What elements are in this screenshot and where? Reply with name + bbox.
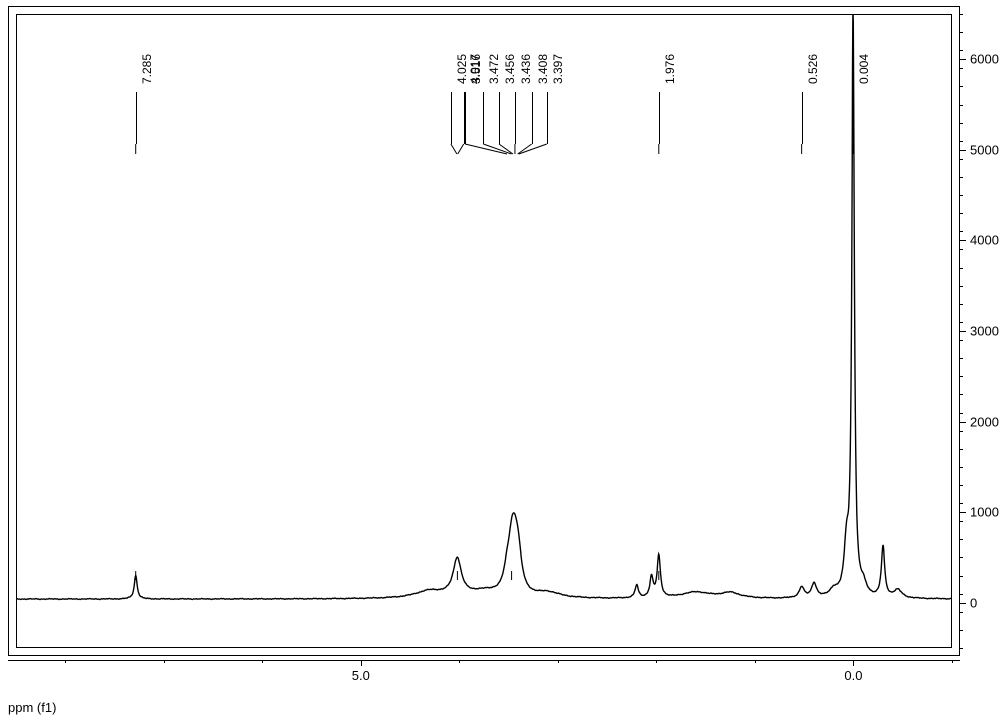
y-tick-minor [960, 141, 963, 142]
y-tick-minor [960, 612, 963, 613]
peak-label: 3.397 [551, 54, 565, 84]
x-tick [853, 660, 854, 666]
y-tick [960, 240, 966, 241]
y-tick-label: 1000 [970, 505, 999, 520]
y-tick-minor [960, 86, 963, 87]
y-tick-minor [960, 594, 963, 595]
y-tick [960, 150, 966, 151]
peak-label-line [802, 92, 803, 144]
y-tick-minor [960, 50, 963, 51]
peak-label-line [465, 92, 466, 144]
y-tick-minor [960, 159, 963, 160]
y-tick-minor [960, 268, 963, 269]
y-tick-minor [960, 68, 963, 69]
y-tick-label: 3000 [970, 324, 999, 339]
peak-label-line [451, 92, 452, 144]
y-tick-minor [960, 467, 963, 468]
y-tick-minor [960, 576, 963, 577]
y-tick-minor [960, 14, 963, 15]
peak-label: 3.472 [487, 54, 501, 84]
y-tick [960, 512, 966, 513]
x-tick-minor [755, 660, 756, 663]
y-tick-minor [960, 213, 963, 214]
y-tick-minor [960, 449, 963, 450]
y-tick-minor [960, 304, 963, 305]
x-axis-title: ppm (f1) [8, 700, 56, 715]
peak-label-line [483, 92, 484, 144]
y-tick-minor [960, 431, 963, 432]
y-tick-minor [960, 123, 963, 124]
y-tick-minor [960, 340, 963, 341]
y-tick-minor [960, 358, 963, 359]
y-tick [960, 59, 966, 60]
y-tick-minor [960, 648, 963, 649]
y-tick-minor [960, 485, 963, 486]
y-tick-minor [960, 539, 963, 540]
y-tick-label: 5000 [970, 142, 999, 157]
peak-label: 0.526 [806, 54, 820, 84]
y-tick [960, 422, 966, 423]
peak-label-line [853, 92, 854, 144]
x-tick-minor [656, 660, 657, 663]
peak-label-line [547, 92, 548, 144]
y-tick-label: 4000 [970, 233, 999, 248]
x-tick [361, 660, 362, 666]
x-tick-minor [164, 660, 165, 663]
y-tick-minor [960, 413, 963, 414]
y-tick-minor [960, 630, 963, 631]
x-axis: 5.0 0.0 [8, 660, 960, 700]
peak-label-line [532, 92, 533, 144]
y-tick-minor [960, 177, 963, 178]
x-tick-minor [558, 660, 559, 663]
y-tick-minor [960, 557, 963, 558]
peak-label: 0.004 [857, 54, 871, 84]
y-tick-label: 0 [970, 595, 977, 610]
x-tick-minor [952, 660, 953, 663]
y-tick [960, 603, 966, 604]
y-tick-label: 6000 [970, 52, 999, 67]
peak-label: 7.285 [140, 54, 154, 84]
peak-label: 1.976 [663, 54, 677, 84]
peak-label: 3.436 [519, 54, 533, 84]
x-tick-minor [65, 660, 66, 663]
y-tick-minor [960, 322, 963, 323]
x-tick-label: 0.0 [844, 668, 862, 683]
y-tick-minor [960, 195, 963, 196]
y-tick-minor [960, 105, 963, 106]
peak-label: 3.516 [469, 54, 483, 84]
y-tick-minor [960, 521, 963, 522]
y-tick-minor [960, 32, 963, 33]
x-tick-label: 5.0 [352, 668, 370, 683]
y-tick-minor [960, 249, 963, 250]
peak-label-line [515, 92, 516, 144]
y-tick-minor [960, 231, 963, 232]
x-axis-line [8, 660, 960, 661]
peak-label-line [136, 92, 137, 144]
y-axis: 0 1000 2000 3000 4000 5000 6000 [960, 6, 1000, 656]
x-tick-minor [459, 660, 460, 663]
peak-label-line [659, 92, 660, 144]
x-tick-minor [262, 660, 263, 663]
y-tick-minor [960, 503, 963, 504]
peak-label: 3.408 [536, 54, 550, 84]
y-tick-minor [960, 286, 963, 287]
peak-label: 4.025 [455, 54, 469, 84]
y-tick [960, 331, 966, 332]
y-tick-minor [960, 394, 963, 395]
y-tick-label: 2000 [970, 414, 999, 429]
peak-label: 3.456 [503, 54, 517, 84]
nmr-spectrum-figure: { "figure": { "width_px": 1000, "height_… [0, 0, 1000, 724]
peak-label-line [499, 92, 500, 144]
y-tick-minor [960, 376, 963, 377]
